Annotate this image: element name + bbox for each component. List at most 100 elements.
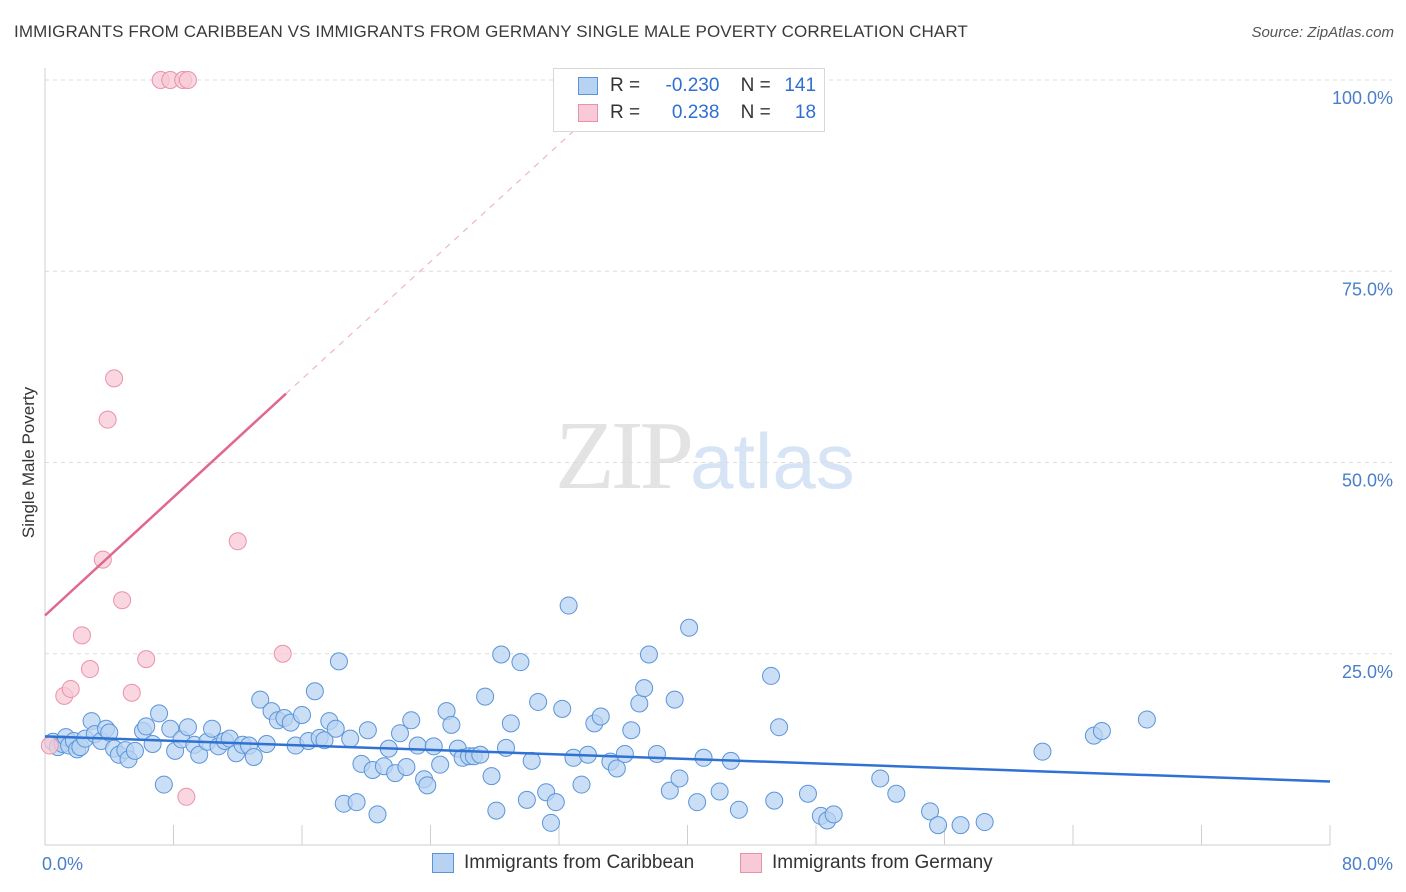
data-point-germany: [61, 679, 80, 698]
data-point-caribbean: [431, 755, 450, 774]
legend-swatch-caribbean: [578, 76, 598, 95]
data-point-germany: [113, 591, 132, 610]
data-point-caribbean: [630, 694, 649, 713]
data-point-caribbean: [1092, 722, 1111, 741]
data-point-caribbean: [639, 645, 658, 664]
legend-r-label: R =: [610, 102, 641, 123]
data-point-germany: [178, 71, 197, 89]
tick-labels: 25.0% 50.0% 75.0% 100.0% 0.0% 80.0% Single Mal…: [19, 88, 1393, 874]
data-point-caribbean: [710, 782, 729, 801]
data-point-caribbean: [501, 714, 520, 733]
caribbean-points: [44, 596, 1156, 835]
data-point-caribbean: [871, 769, 890, 788]
data-point-caribbean: [647, 744, 666, 763]
data-point-caribbean: [824, 805, 843, 824]
data-point-caribbean: [137, 717, 156, 736]
data-point-caribbean: [591, 707, 610, 726]
legend-item-germany: Immigrants from Germany: [740, 852, 993, 874]
data-point-caribbean: [688, 793, 707, 812]
watermark-atlas: atlas: [690, 417, 855, 505]
data-point-germany: [228, 532, 247, 551]
data-point-caribbean: [607, 759, 626, 778]
data-point-caribbean: [402, 711, 421, 730]
data-point-caribbean: [975, 813, 994, 832]
data-point-caribbean: [694, 748, 713, 767]
data-point-caribbean: [546, 793, 565, 812]
data-point-caribbean: [572, 775, 591, 794]
data-point-caribbean: [251, 690, 270, 709]
legend-n-value-caribbean: 141: [784, 75, 817, 96]
y-tick-label: 100.0%: [1332, 88, 1393, 108]
data-point-caribbean: [553, 699, 572, 718]
data-point-caribbean: [476, 687, 495, 706]
data-point-germany: [177, 787, 196, 806]
legend-label-caribbean: Immigrants from Caribbean: [464, 852, 695, 873]
data-point-caribbean: [492, 645, 511, 664]
trend-lines: [44, 129, 1331, 783]
data-point-caribbean: [397, 757, 416, 776]
data-point-caribbean: [390, 724, 409, 743]
legend-item-caribbean: Immigrants from Caribbean: [432, 852, 694, 874]
data-point-caribbean: [482, 767, 501, 786]
x-tick-label: 0.0%: [42, 854, 83, 874]
data-point-caribbean: [418, 776, 437, 795]
legend-swatch-germany: [578, 103, 598, 122]
legend-n-value-germany: 18: [794, 102, 817, 123]
data-point-caribbean: [154, 775, 173, 794]
data-point-caribbean: [622, 721, 641, 740]
data-point-caribbean: [315, 731, 334, 750]
data-point-caribbean: [305, 682, 324, 701]
data-point-caribbean: [150, 704, 169, 723]
data-point-caribbean: [424, 737, 443, 756]
data-point-caribbean: [765, 791, 784, 810]
data-point-caribbean: [665, 690, 684, 709]
data-point-caribbean: [125, 741, 144, 760]
data-point-caribbean: [329, 652, 348, 671]
data-point-caribbean: [203, 719, 222, 738]
data-point-caribbean: [615, 744, 634, 763]
legend-n-label: N =: [740, 102, 771, 123]
data-point-caribbean: [347, 793, 366, 812]
data-point-caribbean: [921, 802, 940, 821]
data-point-caribbean: [541, 813, 560, 832]
data-point-caribbean: [511, 653, 530, 672]
legend-r-label: R =: [610, 75, 641, 96]
y-tick-label: 75.0%: [1342, 279, 1393, 299]
data-point-germany: [122, 683, 141, 702]
watermark: ZIPatlas: [555, 400, 855, 512]
data-point-germany: [72, 626, 91, 645]
legend-swatch-caribbean: [432, 852, 454, 873]
watermark-zip: ZIP: [555, 402, 694, 510]
data-point-caribbean: [517, 790, 536, 809]
data-point-caribbean: [190, 745, 209, 764]
data-point-caribbean: [178, 718, 197, 737]
legend-label-germany: Immigrants from Germany: [772, 852, 993, 873]
y-axis-title: Single Male Poverty: [19, 386, 38, 538]
axes: [44, 68, 1331, 846]
data-point-caribbean: [951, 816, 970, 835]
data-point-caribbean: [368, 805, 387, 824]
data-point-caribbean: [1137, 710, 1156, 729]
trend-line-germany-extension: [285, 129, 576, 395]
data-point-caribbean: [670, 769, 689, 788]
series-legend: Immigrants from Caribbean Immigrants fro…: [0, 852, 1406, 878]
trend-line-caribbean: [44, 735, 1331, 783]
chart-title: IMMIGRANTS FROM CARIBBEAN VS IMMIGRANTS …: [14, 22, 968, 41]
data-point-caribbean: [529, 692, 548, 711]
data-point-caribbean: [762, 666, 781, 685]
data-point-caribbean: [770, 718, 789, 737]
data-point-caribbean: [559, 596, 578, 615]
trend-line-germany: [44, 392, 287, 617]
correlation-legend: R = -0.230 N = 141 R = 0.238 N = 18: [553, 68, 825, 132]
x-tick-label: 80.0%: [1342, 854, 1393, 874]
source-label: Source: ZipAtlas.com: [1251, 24, 1394, 41]
grid-lines: [45, 79, 1392, 655]
y-tick-label: 50.0%: [1342, 471, 1393, 491]
legend-row-caribbean: R = -0.230 N = 141: [578, 75, 816, 99]
data-point-germany: [40, 736, 59, 755]
data-point-caribbean: [471, 745, 490, 764]
data-point-caribbean: [143, 735, 162, 754]
legend-r-value-germany: 0.238: [671, 102, 720, 123]
data-point-germany: [80, 660, 99, 679]
